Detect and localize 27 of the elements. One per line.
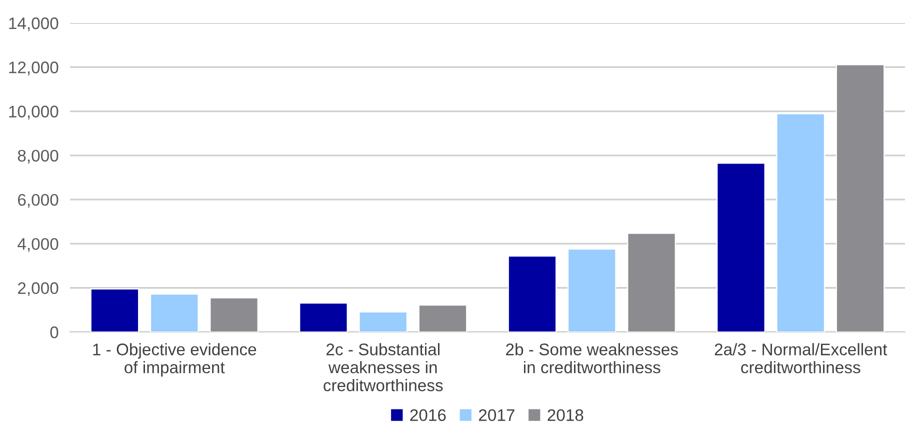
- y-tick-label: 10,000: [9, 106, 58, 120]
- bar: [150, 293, 199, 332]
- y-tick-label: 12,000: [9, 62, 58, 76]
- bar: [836, 64, 885, 332]
- x-tick-label: 2b - Some weaknesses in creditworthiness: [506, 343, 678, 374]
- bar: [210, 297, 258, 332]
- bar: [508, 256, 557, 332]
- y-tick-label: 4,000: [18, 238, 58, 252]
- bar: [716, 162, 766, 332]
- bar: [627, 232, 676, 332]
- bar: [567, 248, 616, 332]
- bar: [776, 113, 826, 332]
- y-tick-label: 14,000: [9, 17, 58, 32]
- bar: [299, 302, 348, 332]
- x-tick-label: 2a/3 - Normal/Excellent creditworthiness: [714, 343, 888, 374]
- legend-label: 2017: [478, 409, 514, 422]
- y-tick-label: 8,000: [18, 150, 58, 164]
- bar: [358, 311, 408, 332]
- bar: [90, 288, 140, 332]
- bar: [418, 304, 468, 332]
- legend-label: 2018: [548, 409, 584, 422]
- x-tick-label: 2c - Substantial weaknesses in creditworthiness: [324, 343, 443, 392]
- y-tick-label: 0: [50, 326, 58, 338]
- y-tick-label: 2,000: [18, 282, 58, 296]
- y-tick-label: 6,000: [18, 194, 58, 208]
- x-tick-label: 1 - Objective evidence of impairment: [93, 343, 256, 377]
- legend-label: 2016: [410, 409, 446, 422]
